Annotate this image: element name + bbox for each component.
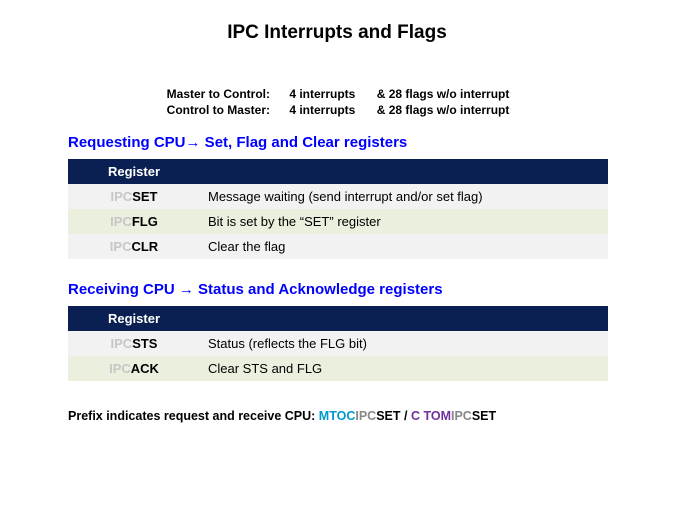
ipc-prefix: IPC xyxy=(111,336,133,351)
table-row: IPCSTS Status (reflects the FLG bit) xyxy=(68,331,608,356)
reg-name: STS xyxy=(132,336,157,351)
info-ints-1: 4 interrupts xyxy=(273,86,373,102)
cell-desc: Status (reflects the FLG bit) xyxy=(200,331,608,356)
prefix-line: Prefix indicates request and receive CPU… xyxy=(68,409,674,423)
page-title: IPC Interrupts and Flags xyxy=(0,0,674,44)
info-label-1: Master to Control: xyxy=(130,86,270,102)
info-block: Master to Control: 4 interrupts & 28 fla… xyxy=(130,86,674,118)
prefix-mtoc: MTOC xyxy=(319,409,356,423)
table-row: IPCACK Clear STS and FLG xyxy=(68,356,608,381)
table-receiving: Register IPCSTS Status (reflects the FLG… xyxy=(68,306,608,381)
cell-desc: Bit is set by the “SET” register xyxy=(200,209,608,234)
cell-desc: Clear the flag xyxy=(200,234,608,259)
prefix-ctom: C TOM xyxy=(411,409,451,423)
cell-reg: IPCFLG xyxy=(68,209,200,234)
table-header-row: Register xyxy=(68,159,608,184)
info-row-2: Control to Master: 4 interrupts & 28 fla… xyxy=(130,102,674,118)
cell-reg: IPCSTS xyxy=(68,331,200,356)
table-row: IPCSET Message waiting (send interrupt a… xyxy=(68,184,608,209)
prefix-sep: / xyxy=(401,409,411,423)
section2-title-pre: Receiving CPU xyxy=(68,281,179,298)
th-register: Register xyxy=(68,159,200,184)
arrow-icon: → xyxy=(186,134,201,151)
ipc-prefix: IPC xyxy=(110,239,132,254)
ipc-prefix: IPC xyxy=(111,189,133,204)
cell-reg: IPCSET xyxy=(68,184,200,209)
prefix-set1: SET xyxy=(376,409,400,423)
cell-reg: IPCACK xyxy=(68,356,200,381)
table-row: IPCFLG Bit is set by the “SET” register xyxy=(68,209,608,234)
cell-desc: Message waiting (send interrupt and/or s… xyxy=(200,184,608,209)
info-ints-2: 4 interrupts xyxy=(273,102,373,118)
arrow-icon: → xyxy=(179,281,194,298)
section2-title-post: Status and Acknowledge registers xyxy=(194,281,443,298)
prefix-ipc1: IPC xyxy=(355,409,376,423)
ipc-prefix: IPC xyxy=(110,214,132,229)
reg-name: CLR xyxy=(131,239,158,254)
info-flags-1: & 28 flags w/o interrupt xyxy=(377,86,510,102)
table-requesting: Register IPCSET Message waiting (send in… xyxy=(68,159,608,259)
prefix-ipc2: IPC xyxy=(451,409,472,423)
section1-title-pre: Requesting CPU xyxy=(68,134,186,151)
section1-title-post: Set, Flag and Clear registers xyxy=(201,134,408,151)
th-desc xyxy=(200,159,608,184)
ipc-prefix: IPC xyxy=(109,361,131,376)
reg-name: ACK xyxy=(131,361,159,376)
th-desc xyxy=(200,306,608,331)
prefix-lead: Prefix indicates request and receive CPU… xyxy=(68,409,319,423)
info-row-1: Master to Control: 4 interrupts & 28 fla… xyxy=(130,86,674,102)
th-register: Register xyxy=(68,306,200,331)
section2-title: Receiving CPU → Status and Acknowledge r… xyxy=(68,281,674,298)
reg-name: SET xyxy=(132,189,157,204)
reg-name: FLG xyxy=(132,214,158,229)
table-row: IPCCLR Clear the flag xyxy=(68,234,608,259)
prefix-set2: SET xyxy=(472,409,496,423)
section1-title: Requesting CPU→ Set, Flag and Clear regi… xyxy=(68,134,674,151)
info-label-2: Control to Master: xyxy=(130,102,270,118)
info-flags-2: & 28 flags w/o interrupt xyxy=(377,102,510,118)
table-header-row: Register xyxy=(68,306,608,331)
cell-desc: Clear STS and FLG xyxy=(200,356,608,381)
cell-reg: IPCCLR xyxy=(68,234,200,259)
